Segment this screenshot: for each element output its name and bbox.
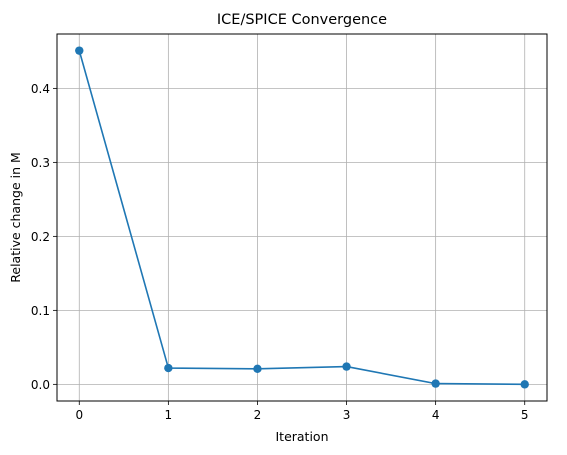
data-point (75, 46, 84, 55)
x-tick-label: 3 (343, 408, 351, 422)
y-axis-label: Relative change in M (8, 152, 23, 283)
y-tick-label: 0.2 (31, 230, 50, 244)
x-tick-label: 2 (254, 408, 262, 422)
chart-title: ICE/SPICE Convergence (217, 12, 387, 28)
ticks: 0 1 2 3 4 5 0.0 0.1 0.2 0.3 0.4 (31, 82, 529, 422)
x-tick-label: 4 (432, 408, 440, 422)
x-tick-label: 0 (75, 408, 83, 422)
series-line (78, 50, 525, 386)
data-point (431, 379, 440, 388)
y-tick-label: 0.1 (31, 304, 50, 318)
data-point (342, 362, 351, 371)
data-point (520, 380, 529, 389)
y-tick-label: 0.3 (31, 156, 50, 170)
y-tick-label: 0.0 (31, 378, 50, 392)
data-point (164, 363, 173, 373)
x-axis-label: Iteration (275, 429, 328, 444)
plot-frame (56, 33, 548, 402)
grid (57, 34, 547, 401)
x-tick-label: 5 (521, 408, 529, 422)
series-layer (75, 46, 529, 389)
data-point (253, 364, 262, 374)
x-tick-label: 1 (165, 408, 173, 422)
y-tick-label: 0.4 (31, 82, 50, 96)
